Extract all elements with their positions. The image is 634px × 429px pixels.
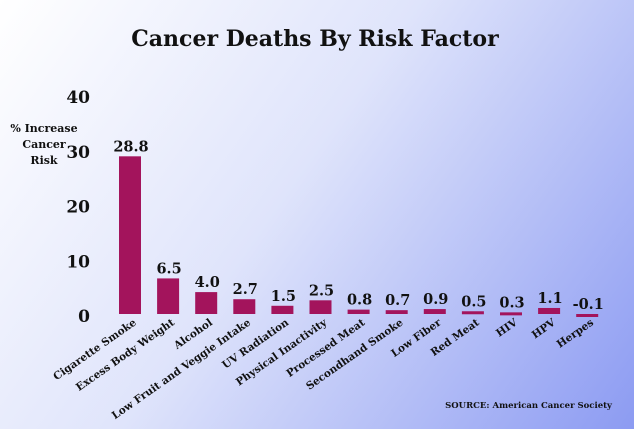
bar <box>195 292 218 314</box>
y-axis-label-line-1: % Increase <box>10 122 77 135</box>
data-label: 4.0 <box>195 274 220 291</box>
bar <box>233 299 256 314</box>
chart-title: Cancer Deaths By Risk Factor <box>131 26 499 52</box>
data-label: 0.9 <box>423 291 448 308</box>
data-label: 0.5 <box>461 293 486 310</box>
y-axis-label: % Increase Cancer Risk <box>10 122 77 167</box>
category-label: Herpes <box>555 317 596 351</box>
bar <box>347 309 370 314</box>
y-axis-label-line-3: Risk <box>30 154 58 167</box>
bars <box>119 156 599 317</box>
data-label: 1.5 <box>271 288 296 305</box>
y-tick-label: 0 <box>78 307 90 327</box>
bar <box>309 300 332 314</box>
y-tick-label: 20 <box>66 198 90 218</box>
data-label: 6.5 <box>156 260 181 277</box>
data-label: 0.8 <box>347 292 372 309</box>
category-label: HIV <box>494 316 520 339</box>
data-label: 2.7 <box>233 281 258 298</box>
source-note: SOURCE: American Cancer Society <box>445 401 613 411</box>
data-label: -0.1 <box>573 296 604 313</box>
bar <box>157 278 180 314</box>
data-label: 0.3 <box>499 294 524 311</box>
y-tick-label: 40 <box>66 88 90 108</box>
data-label: 28.8 <box>113 138 148 155</box>
data-labels: 28.8 6.5 4.0 2.7 1.5 2.5 0.8 0.7 0.9 0.5 0.3 1.1 -0.… <box>113 138 603 313</box>
y-axis-ticks: 0 10 20 30 40 <box>66 88 90 327</box>
category-label: Low Fruit and Veggie Intake <box>110 316 254 421</box>
y-axis-label-line-2: Cancer <box>22 138 66 151</box>
category-label: HPV <box>530 316 559 341</box>
y-tick-label: 30 <box>66 143 90 163</box>
bar <box>423 309 446 314</box>
bar <box>461 311 484 315</box>
bar <box>576 314 599 317</box>
bar <box>500 312 522 316</box>
bar <box>119 156 141 314</box>
data-label: 1.1 <box>537 290 562 307</box>
data-label: 0.7 <box>385 292 410 309</box>
data-label: 2.5 <box>309 282 334 299</box>
bar <box>385 310 408 314</box>
y-tick-label: 10 <box>66 252 90 272</box>
bar <box>271 305 294 314</box>
bar <box>538 307 561 314</box>
